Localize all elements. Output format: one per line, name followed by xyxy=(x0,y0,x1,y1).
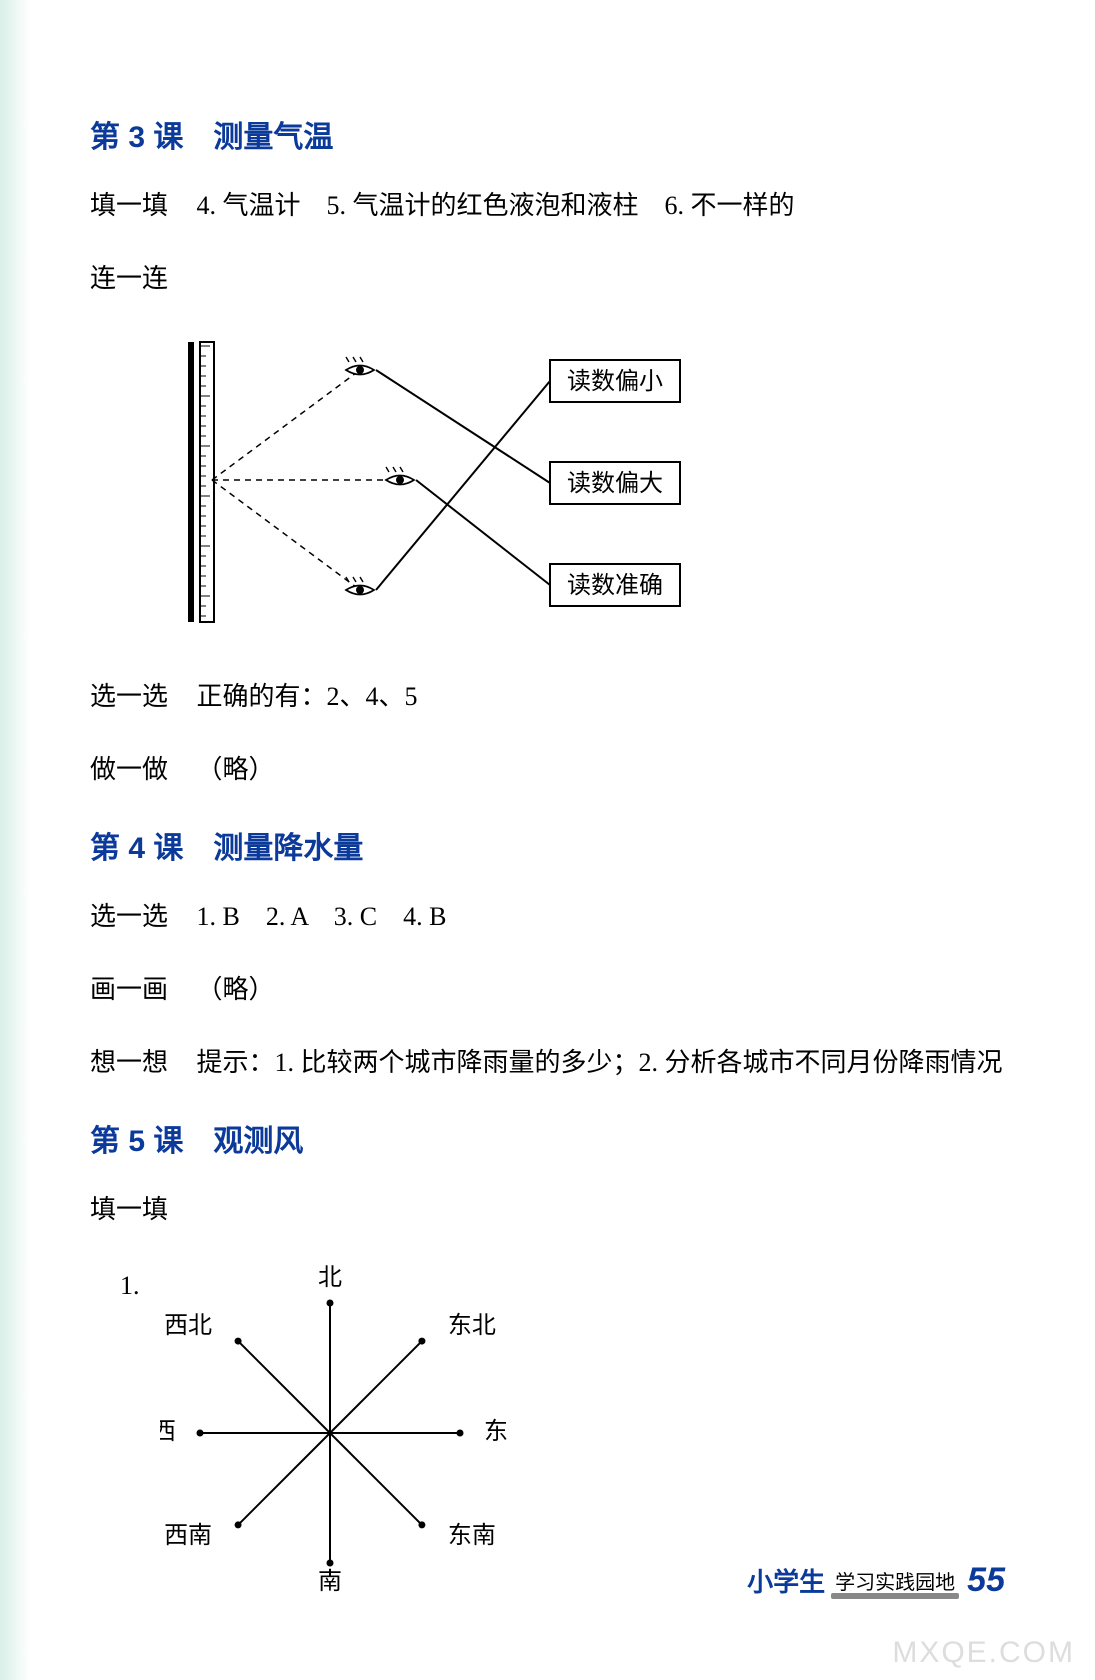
svg-text:北: 北 xyxy=(318,1264,342,1291)
footer: 小学生 学习实践园地 55 xyxy=(747,1561,1005,1600)
lesson3-do: 做一做 （略） xyxy=(90,750,1010,789)
lesson4-draw-label: 画一画 xyxy=(90,970,190,1009)
footer-sub: 学习实践园地 xyxy=(831,1566,959,1595)
svg-text:读数准确: 读数准确 xyxy=(567,572,663,599)
svg-text:西南: 西南 xyxy=(164,1522,212,1549)
svg-text:东: 东 xyxy=(484,1418,508,1445)
footer-page: 55 xyxy=(967,1561,1005,1600)
lesson4-title: 第 4 课 测量降水量 xyxy=(90,823,1010,867)
compass-svg: 北东北东东南南 西南 西 西北 xyxy=(160,1263,580,1623)
watermark-bottom: MXQE.COM xyxy=(892,1636,1075,1670)
lesson4-think-label: 想一想 xyxy=(90,1043,190,1082)
scan-edge xyxy=(0,0,30,1680)
lesson4-think: 想一想 提示：1. 比较两个城市降雨量的多少；2. 分析各城市不同月份降雨情况 xyxy=(90,1043,1010,1082)
svg-text:读数偏小: 读数偏小 xyxy=(567,368,663,395)
lesson3-select: 选一选 正确的有：2、4、5 xyxy=(90,677,1010,716)
svg-text:东南: 东南 xyxy=(447,1522,495,1549)
lesson3-fill-text: 4. 气温计 5. 气温计的红色液泡和液柱 6. 不一样的 xyxy=(197,191,795,220)
lesson4-draw-text: （略） xyxy=(197,975,275,1004)
lesson3-select-label: 选一选 xyxy=(90,677,190,716)
svg-text:西: 西 xyxy=(160,1419,176,1445)
content: 第 3 课 测量气温 填一填 4. 气温计 5. 气温计的红色液泡和液柱 6. … xyxy=(90,112,1010,1623)
lesson3-select-text: 正确的有：2、4、5 xyxy=(197,682,418,711)
lesson3-match-label: 连一连 xyxy=(90,259,1010,298)
lesson5-fill-label-row: 填一填 xyxy=(90,1190,1010,1229)
lesson4-think-text: 提示：1. 比较两个城市降雨量的多少；2. 分析各城市不同月份降雨情况 xyxy=(197,1048,1003,1077)
lesson4-select-text: 1. B 2. A 3. C 4. B xyxy=(197,902,447,931)
lesson4-draw: 画一画 （略） xyxy=(90,970,1010,1009)
lesson3-do-label: 做一做 xyxy=(90,750,190,789)
svg-text:西北: 西北 xyxy=(164,1312,212,1339)
svg-text:读数偏大: 读数偏大 xyxy=(567,470,663,497)
compass-item-number: 1. xyxy=(120,1271,140,1301)
svg-text:南: 南 xyxy=(318,1568,342,1595)
lesson3-fill-label: 填一填 xyxy=(90,186,190,225)
lesson5-title: 第 5 课 观测风 xyxy=(90,1116,1010,1160)
lesson3-do-text: （略） xyxy=(197,755,275,784)
lesson5-fill-label: 填一填 xyxy=(90,1190,190,1229)
page: 第 3 课 测量气温 填一填 4. 气温计 5. 气温计的红色液泡和液柱 6. … xyxy=(0,0,1095,1680)
lesson4-select-label: 选一选 xyxy=(90,897,190,936)
thermo-diagram: 读数偏小读数偏大读数准确 xyxy=(170,332,1010,637)
thermo-svg: 读数偏小读数偏大读数准确 xyxy=(170,332,730,632)
lesson4-select: 选一选 1. B 2. A 3. C 4. B xyxy=(90,897,1010,936)
lesson3-match-label-text: 连一连 xyxy=(90,259,190,298)
lesson3-fill: 填一填 4. 气温计 5. 气温计的红色液泡和液柱 6. 不一样的 xyxy=(90,186,1010,225)
footer-brand: 小学生 xyxy=(747,1562,825,1599)
svg-text:东北: 东北 xyxy=(447,1312,495,1339)
lesson3-title: 第 3 课 测量气温 xyxy=(90,112,1010,156)
